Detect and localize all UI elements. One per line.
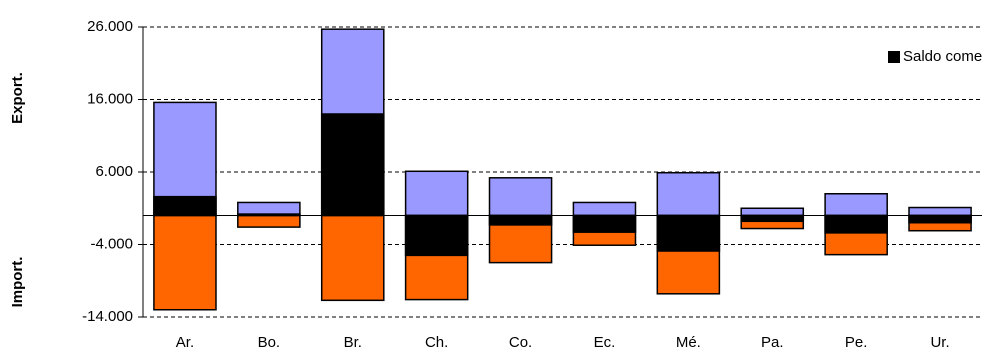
legend-swatch [888, 51, 900, 63]
y-label-import: Import. [9, 257, 26, 308]
bar [656, 214, 721, 252]
bar [153, 214, 217, 311]
bar [404, 170, 469, 217]
y-tick-label: -4.000 [90, 235, 133, 252]
bar [404, 214, 469, 257]
bar [320, 113, 385, 217]
bar [740, 207, 805, 217]
bar [908, 206, 972, 217]
x-tick-label: Ch. [425, 334, 448, 351]
y-tick-label: 16.000 [87, 90, 133, 107]
x-tick-label: Mé. [676, 334, 701, 351]
x-tick-label: Br. [344, 334, 362, 351]
bar [824, 193, 888, 217]
bar [740, 214, 805, 223]
x-tick-label: Pa. [761, 334, 784, 351]
bar [572, 214, 637, 233]
bar [824, 214, 888, 234]
bar [488, 177, 553, 217]
x-tick-label: Bo. [258, 334, 281, 351]
x-tick-label: Co. [509, 334, 532, 351]
bar [320, 214, 385, 302]
bar [488, 214, 553, 226]
bar [656, 171, 721, 217]
x-tick-label: Ec. [594, 334, 616, 351]
x-tick-label: Pe. [845, 334, 868, 351]
legend-label: Saldo comercial [903, 48, 983, 65]
bar [237, 213, 301, 217]
y-tick-label: 26.000 [87, 18, 133, 35]
y-tick-label: 6.000 [95, 163, 133, 180]
bar [572, 201, 637, 217]
x-tick-label: Ar. [176, 334, 194, 351]
bar [153, 195, 217, 217]
bar [237, 214, 301, 228]
x-tick-label: Ur. [930, 334, 949, 351]
y-tick-label: -14.000 [82, 308, 133, 325]
bar [908, 214, 972, 224]
y-label-export: Export. [9, 72, 26, 124]
